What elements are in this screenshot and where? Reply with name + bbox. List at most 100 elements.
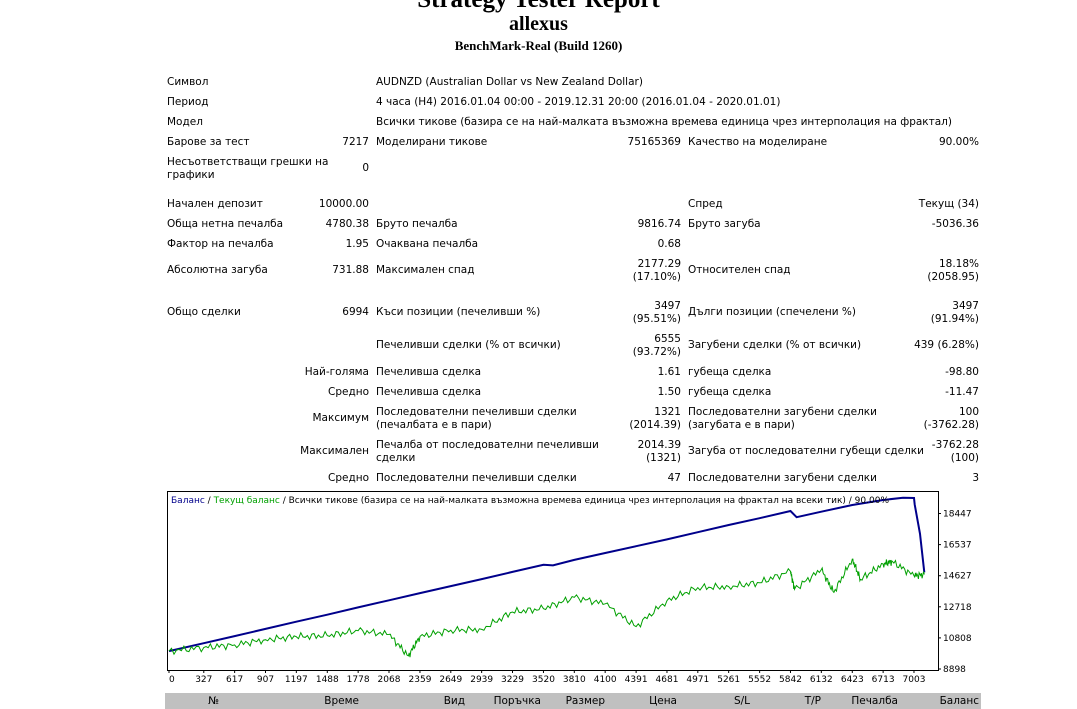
x-tick-label: 4100 (594, 675, 617, 685)
x-tick-label: 5261 (717, 675, 740, 685)
x-tick-label: 1778 (347, 675, 370, 685)
x-tick-label: 1488 (316, 675, 339, 685)
x-tick-label: 907 (257, 675, 274, 685)
maximal-consecutive-profit-value: 2014.39 (637, 439, 681, 451)
profit-trades-percent: (93.72%) (632, 346, 681, 358)
balance-chart: Баланс / Текущ баланс / Всички тикове (б… (167, 491, 972, 685)
maximal-consecutive-profit-count: (1321) (646, 452, 681, 464)
max-consecutive-losses-note: (загубата е в пари) (688, 419, 795, 431)
x-tick-label: 5552 (748, 675, 771, 685)
x-tick-label: 6713 (872, 675, 895, 685)
avg-consecutive-wins-value: 47 (667, 472, 681, 484)
y-tick-label: 14627 (943, 572, 972, 582)
x-tick-label: 5842 (779, 675, 802, 685)
long-positions-label: Дълги позиции (спечелени %) (688, 306, 856, 318)
average-win-value: 1.50 (657, 386, 681, 398)
short-positions-percent: (95.51%) (632, 313, 681, 325)
x-tick-label: 2939 (470, 675, 493, 685)
legend-separator: / (205, 496, 214, 506)
y-tick-label: 16537 (943, 541, 972, 551)
spread-label: Спред (688, 198, 723, 210)
x-tick-label: 4391 (625, 675, 648, 685)
model-value: Всички тикове (базира се на най-малката … (376, 116, 952, 128)
ticks-value: 75165369 (627, 136, 681, 148)
period-value: 4 часа (H4) 2016.01.04 00:00 - 2019.12.3… (376, 96, 781, 108)
ticks-label: Моделирани тикове (376, 136, 488, 148)
short-positions-value: 3497 (654, 300, 681, 312)
largest-label: Най-голяма (304, 366, 369, 378)
table-header-cell: S/L (733, 695, 750, 707)
net-profit-value: 4780.38 (325, 218, 369, 230)
legend-equity: Текущ баланс (213, 496, 280, 506)
y-tick-label: 18447 (943, 510, 972, 520)
symbol-label: Символ (167, 76, 209, 88)
table-header-cell: Поръчка (493, 695, 541, 707)
bars-label: Барове за тест (167, 136, 250, 148)
expected-payoff-value: 0.68 (657, 238, 681, 250)
max-consecutive-wins-money: (2014.39) (629, 419, 681, 431)
trades-table-header (165, 693, 981, 709)
profit-trades-label: Печеливши сделки (% от всички) (376, 339, 561, 351)
maximal-consecutive-loss-value: -3762.28 (931, 439, 979, 451)
x-tick-label: 7003 (903, 675, 926, 685)
errors-value: 0 (362, 162, 369, 174)
long-positions-value: 3497 (952, 300, 979, 312)
largest-win-value: 1.61 (657, 366, 681, 378)
largest-win-label: Печеливша сделка (376, 366, 482, 378)
chart-frame (167, 491, 939, 671)
absolute-drawdown-value: 731.88 (332, 264, 369, 276)
x-tick-label: 6132 (810, 675, 833, 685)
maximal-consecutive-loss-label: Загуба от последователни губещи сделки (688, 445, 924, 457)
loss-trades-label: Загубени сделки (% от всички) (688, 339, 862, 351)
net-profit-label: Обща нетна печалба (167, 218, 284, 230)
profit-factor-label: Фактор на печалба (167, 238, 274, 250)
long-positions-percent: (91.94%) (930, 313, 979, 325)
gross-loss-label: Бруто загуба (688, 218, 761, 230)
equity-line (168, 558, 925, 658)
maximal-consecutive-profit-label: Печалба от последователни печеливши (376, 439, 599, 451)
table-header-cell: Печалба (851, 695, 898, 707)
avg-consecutive-wins-label: Последователни печеливши сделки (376, 472, 577, 484)
spread-value: Текущ (34) (918, 198, 979, 210)
average-win-label: Печеливша сделка (376, 386, 482, 398)
x-tick-label: 6423 (841, 675, 864, 685)
legend-balance: Баланс (171, 496, 205, 506)
avg-consecutive-losses-label: Последователни загубени сделки (688, 472, 877, 484)
x-tick-label: 617 (226, 675, 243, 685)
quality-value: 90.00% (938, 136, 979, 148)
y-tick-label: 12718 (943, 603, 972, 613)
avg-consecutive-losses-value: 3 (972, 472, 979, 484)
largest-loss-value: -98.80 (945, 366, 979, 378)
max-consecutive-losses-money: (-3762.28) (923, 419, 979, 431)
table-header-cell: Време (324, 695, 359, 707)
deposit-value: 10000.00 (318, 198, 369, 210)
max-drawdown-percent: (17.10%) (632, 271, 681, 283)
x-tick-label: 3810 (563, 675, 586, 685)
max-drawdown-value: 2177.29 (637, 258, 681, 270)
max-consecutive-losses-label: Последователни загубени сделки (688, 406, 877, 418)
table-header-cell: Вид (443, 695, 465, 707)
loss-trades-value: 439 (6.28%) (914, 339, 979, 351)
max-consecutive-wins-note: (печалбата е в пари) (376, 419, 492, 431)
relative-drawdown-percent: 18.18% (938, 258, 979, 270)
y-tick-label: 10808 (943, 634, 972, 644)
model-label: Модел (167, 116, 203, 128)
x-tick-label: 0 (169, 675, 175, 685)
deposit-label: Начален депозит (167, 198, 263, 210)
errors-label-2: графики (167, 169, 215, 181)
largest-loss-label: губеща сделка (688, 366, 772, 378)
short-positions-label: Къси позиции (печеливши %) (376, 306, 541, 318)
server-build: BenchMark-Real (Build 1260) (454, 38, 623, 53)
gross-profit-value: 9816.74 (637, 218, 681, 230)
gross-profit-label: Бруто печалба (376, 218, 458, 230)
gross-loss-value: -5036.36 (931, 218, 979, 230)
total-trades-value: 6994 (342, 306, 369, 318)
maximal-consecutive-profit-label-2: сделки (376, 452, 416, 464)
table-header-cell: Размер (565, 695, 605, 707)
max-consecutive-losses-count: 100 (958, 406, 979, 418)
table-header-cell: Цена (649, 695, 677, 707)
table-header-cell: Баланс (939, 695, 979, 707)
relative-drawdown-value: (2058.95) (927, 271, 979, 283)
x-tick-label: 4681 (656, 675, 679, 685)
relative-drawdown-label: Относителен спад (688, 264, 791, 276)
